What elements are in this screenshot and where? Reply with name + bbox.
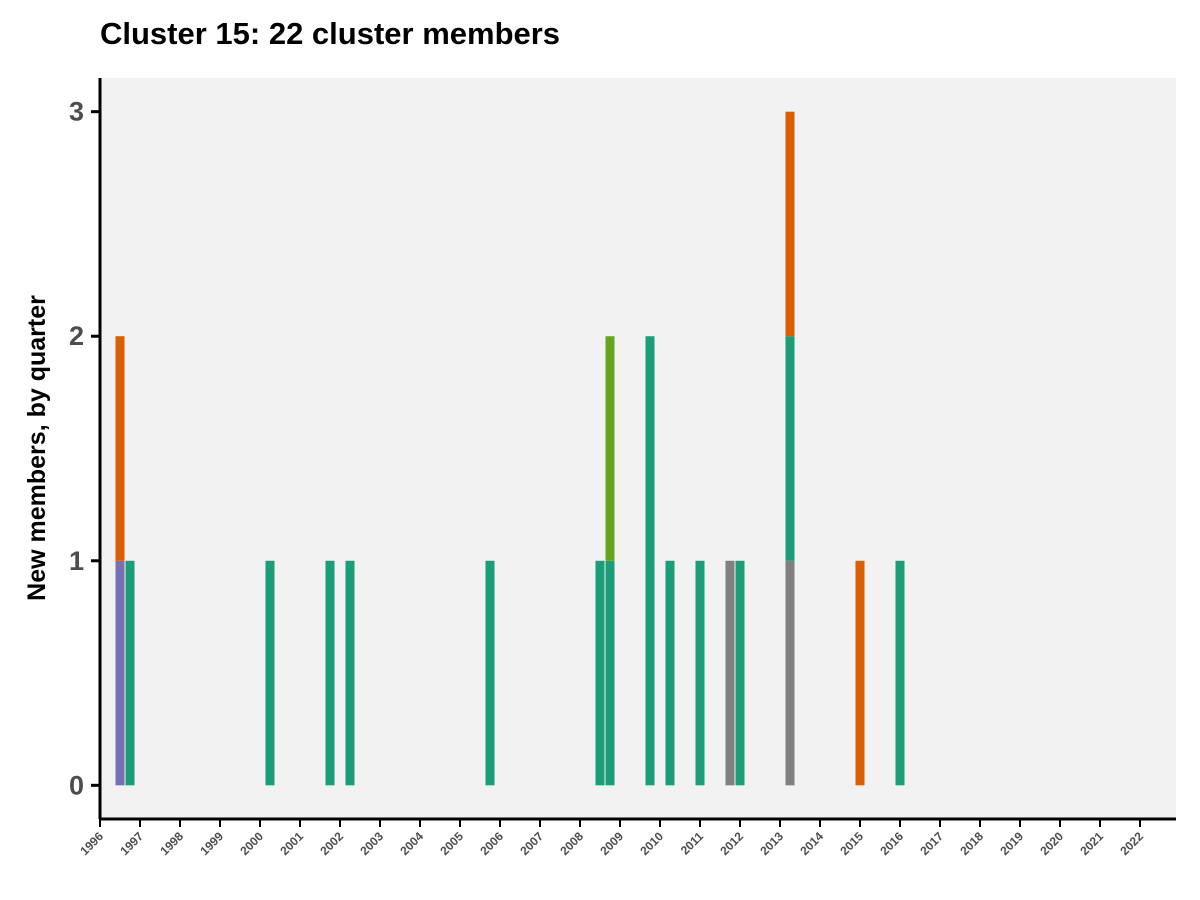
x-tick-label: 2012 [717,829,746,858]
x-tick-label: 2022 [1117,829,1146,858]
x-tick-label: 1998 [157,829,186,858]
bar-segment [785,336,795,561]
x-tick-label: 2017 [917,829,946,858]
bar-segment [485,560,495,786]
x-tick-label: 2021 [1077,829,1106,858]
bar-segment [345,560,355,786]
x-tick-label: 2008 [557,829,586,858]
y-ticks: 0 1 2 3 [69,97,100,800]
x-tick-label: 2006 [477,829,506,858]
bar-segment [265,560,275,786]
x-tick-label: 2010 [637,829,666,858]
x-tick-label: 2000 [237,829,266,858]
bar-segment [735,560,745,786]
x-tick-label: 2011 [678,829,707,858]
chart-title: Cluster 15: 22 cluster members [100,16,561,51]
x-tick-label: 1997 [117,829,146,858]
y-tick-label: 3 [69,97,84,127]
x-tick-label: 2013 [757,829,786,858]
x-tick-label: 2009 [597,829,626,858]
x-tick-label: 2018 [957,829,986,858]
bar-segment [595,560,605,786]
x-tick-label: 2003 [357,829,386,858]
bar-segment [645,336,655,786]
bar-segment [695,560,705,786]
x-tick-label: 2014 [797,829,826,858]
bar-segment [115,336,125,561]
bar-segment [785,111,795,337]
y-tick-label: 2 [69,321,84,351]
x-tick-label: 2002 [317,829,346,858]
x-tick-label: 1999 [197,829,226,858]
y-tick-label: 0 [69,770,84,800]
x-tick-label: 2005 [437,829,466,858]
x-tick-label: 2019 [997,829,1026,858]
bar-segment [855,560,865,786]
bar-segment [115,560,125,786]
x-tick-label: 2001 [277,829,306,858]
x-tick-label: 2016 [877,829,906,858]
y-tick-label: 1 [69,546,84,576]
bar-segment [785,560,795,786]
bar-segment [605,560,615,786]
x-tick-label: 2020 [1037,829,1066,858]
bar-segment [325,560,335,786]
bar-segment [605,336,615,561]
bar-segment [125,560,135,786]
x-tick-label: 2007 [517,829,546,858]
x-tick-label: 2004 [397,829,426,858]
bar-segment [895,560,905,786]
x-ticks: 1996 1997 1998 1999 2000 2001 2002 2003 2004 2005… [77,819,1146,858]
x-tick-label: 1996 [77,829,106,858]
plot-background [100,78,1176,819]
x-tick-label: 2015 [837,829,866,858]
bar-segment [665,560,675,786]
y-axis-label: New members, by quarter [23,295,51,601]
bars-layer [115,111,905,786]
bar-segment [725,560,735,786]
